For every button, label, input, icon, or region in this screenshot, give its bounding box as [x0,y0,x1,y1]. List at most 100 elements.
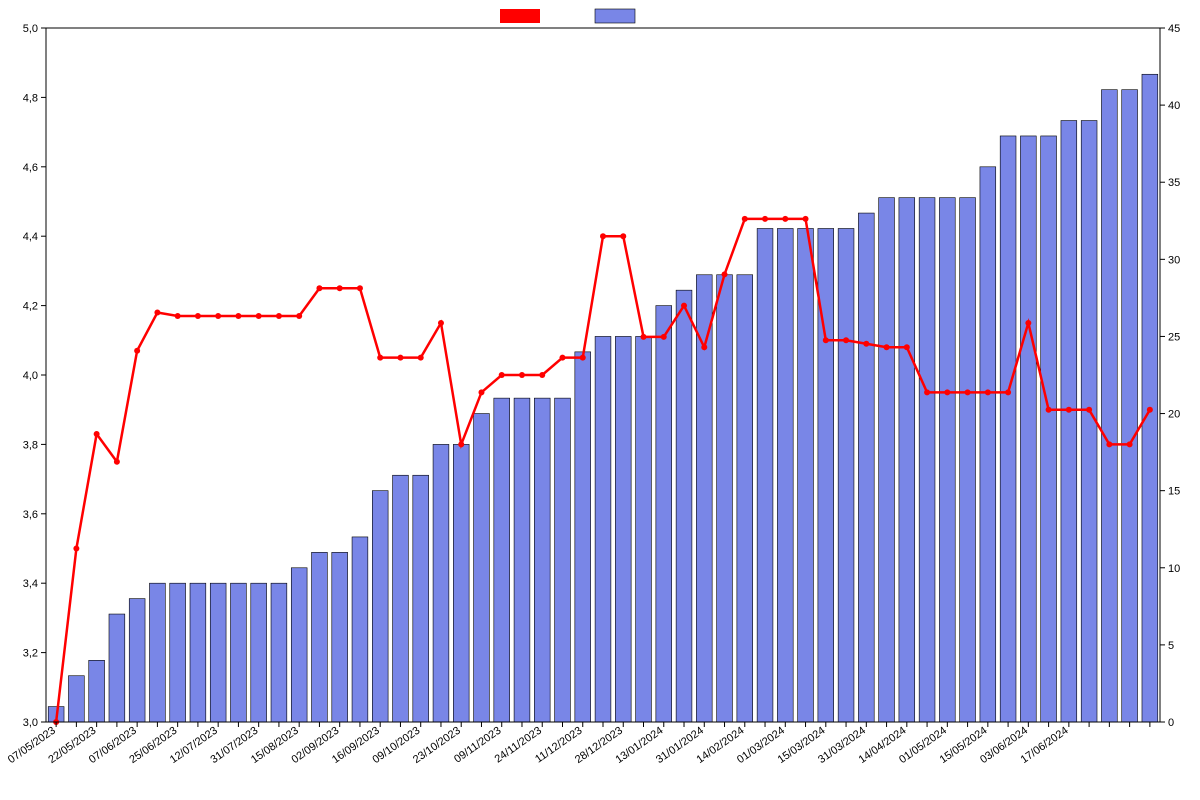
legend-bar-swatch [595,9,635,23]
y-left-tick-label: 4,8 [23,92,38,104]
y-left-tick-label: 4,4 [23,231,38,243]
line-marker [924,389,930,395]
line-marker [803,216,809,222]
bar [615,336,631,722]
line-marker [1046,407,1052,413]
bar [960,198,976,722]
line-marker [438,320,444,326]
line-marker [985,389,991,395]
bar [474,414,490,722]
line-marker [884,344,890,350]
bar [1000,136,1016,722]
bar [89,660,105,722]
y-right-tick-label: 0 [1168,717,1174,729]
y-left-tick-label: 3,4 [23,578,38,590]
bar [656,306,672,722]
line-marker [134,348,140,354]
line-marker [944,389,950,395]
y-right-tick-label: 5 [1168,640,1174,652]
y-right-tick-label: 35 [1168,177,1180,189]
y-left-tick-label: 4,6 [23,162,38,174]
line-marker [154,310,160,316]
line-marker [114,459,120,465]
line-marker [478,389,484,395]
line-marker [357,285,363,291]
y-left-tick-label: 3,8 [23,439,38,451]
bar [291,568,307,722]
bar [190,583,206,722]
bar [170,583,186,722]
line-marker [215,313,221,319]
y-left-tick-label: 3,2 [23,648,38,660]
bar [555,398,571,722]
line-marker [620,233,626,239]
bar [494,398,510,722]
y-right-tick-label: 40 [1168,100,1180,112]
bar [798,228,814,722]
line-marker [762,216,768,222]
bar [777,228,793,722]
line-marker [681,303,687,309]
line-marker [276,313,282,319]
bar [453,444,469,722]
line-marker [73,546,79,552]
line-marker [195,313,201,319]
bar [879,198,895,722]
bar [636,336,652,722]
bar [210,583,226,722]
bar [1061,121,1077,722]
bar [312,552,328,722]
bar [717,275,733,722]
line-marker [296,313,302,319]
line-marker [499,372,505,378]
bar [858,213,874,722]
bar [757,228,773,722]
bar [737,275,753,722]
line-marker [580,355,586,361]
line-marker [965,389,971,395]
bar [68,676,84,722]
bar [575,352,591,722]
line-marker [904,344,910,350]
y-left-tick-label: 4,2 [23,301,38,313]
line-marker [742,216,748,222]
bar [150,583,166,722]
bar [899,198,915,722]
y-left-tick-label: 3,0 [23,717,38,729]
bar [393,475,409,722]
bar [676,290,692,722]
line-marker [175,313,181,319]
bar [838,228,854,722]
y-right-tick-label: 10 [1168,563,1180,575]
bar [413,475,429,722]
line-marker [641,334,647,340]
y-left-tick-label: 4,0 [23,370,38,382]
y-right-tick-label: 25 [1168,331,1180,343]
line-marker [1025,320,1031,326]
combo-chart: 3,03,23,43,63,84,04,24,44,64,85,00510152… [0,0,1200,800]
line-marker [418,355,424,361]
y-right-tick-label: 15 [1168,486,1180,498]
y-right-tick-label: 30 [1168,254,1180,266]
bar [1142,74,1158,722]
line-marker [559,355,565,361]
bar [271,583,287,722]
line-marker [863,341,869,347]
bar [1041,136,1057,722]
line-marker [843,337,849,343]
line-marker [823,337,829,343]
line-marker [337,285,343,291]
bar [919,198,935,722]
bar [696,275,712,722]
y-left-tick-label: 5,0 [23,23,38,35]
line-marker [1005,389,1011,395]
line-marker [701,344,707,350]
bar [231,583,247,722]
line-marker [519,372,525,378]
bar [129,599,145,722]
bar [251,583,267,722]
line-marker [1106,441,1112,447]
bar [1101,90,1117,722]
line-marker [235,313,241,319]
bar [372,491,388,722]
